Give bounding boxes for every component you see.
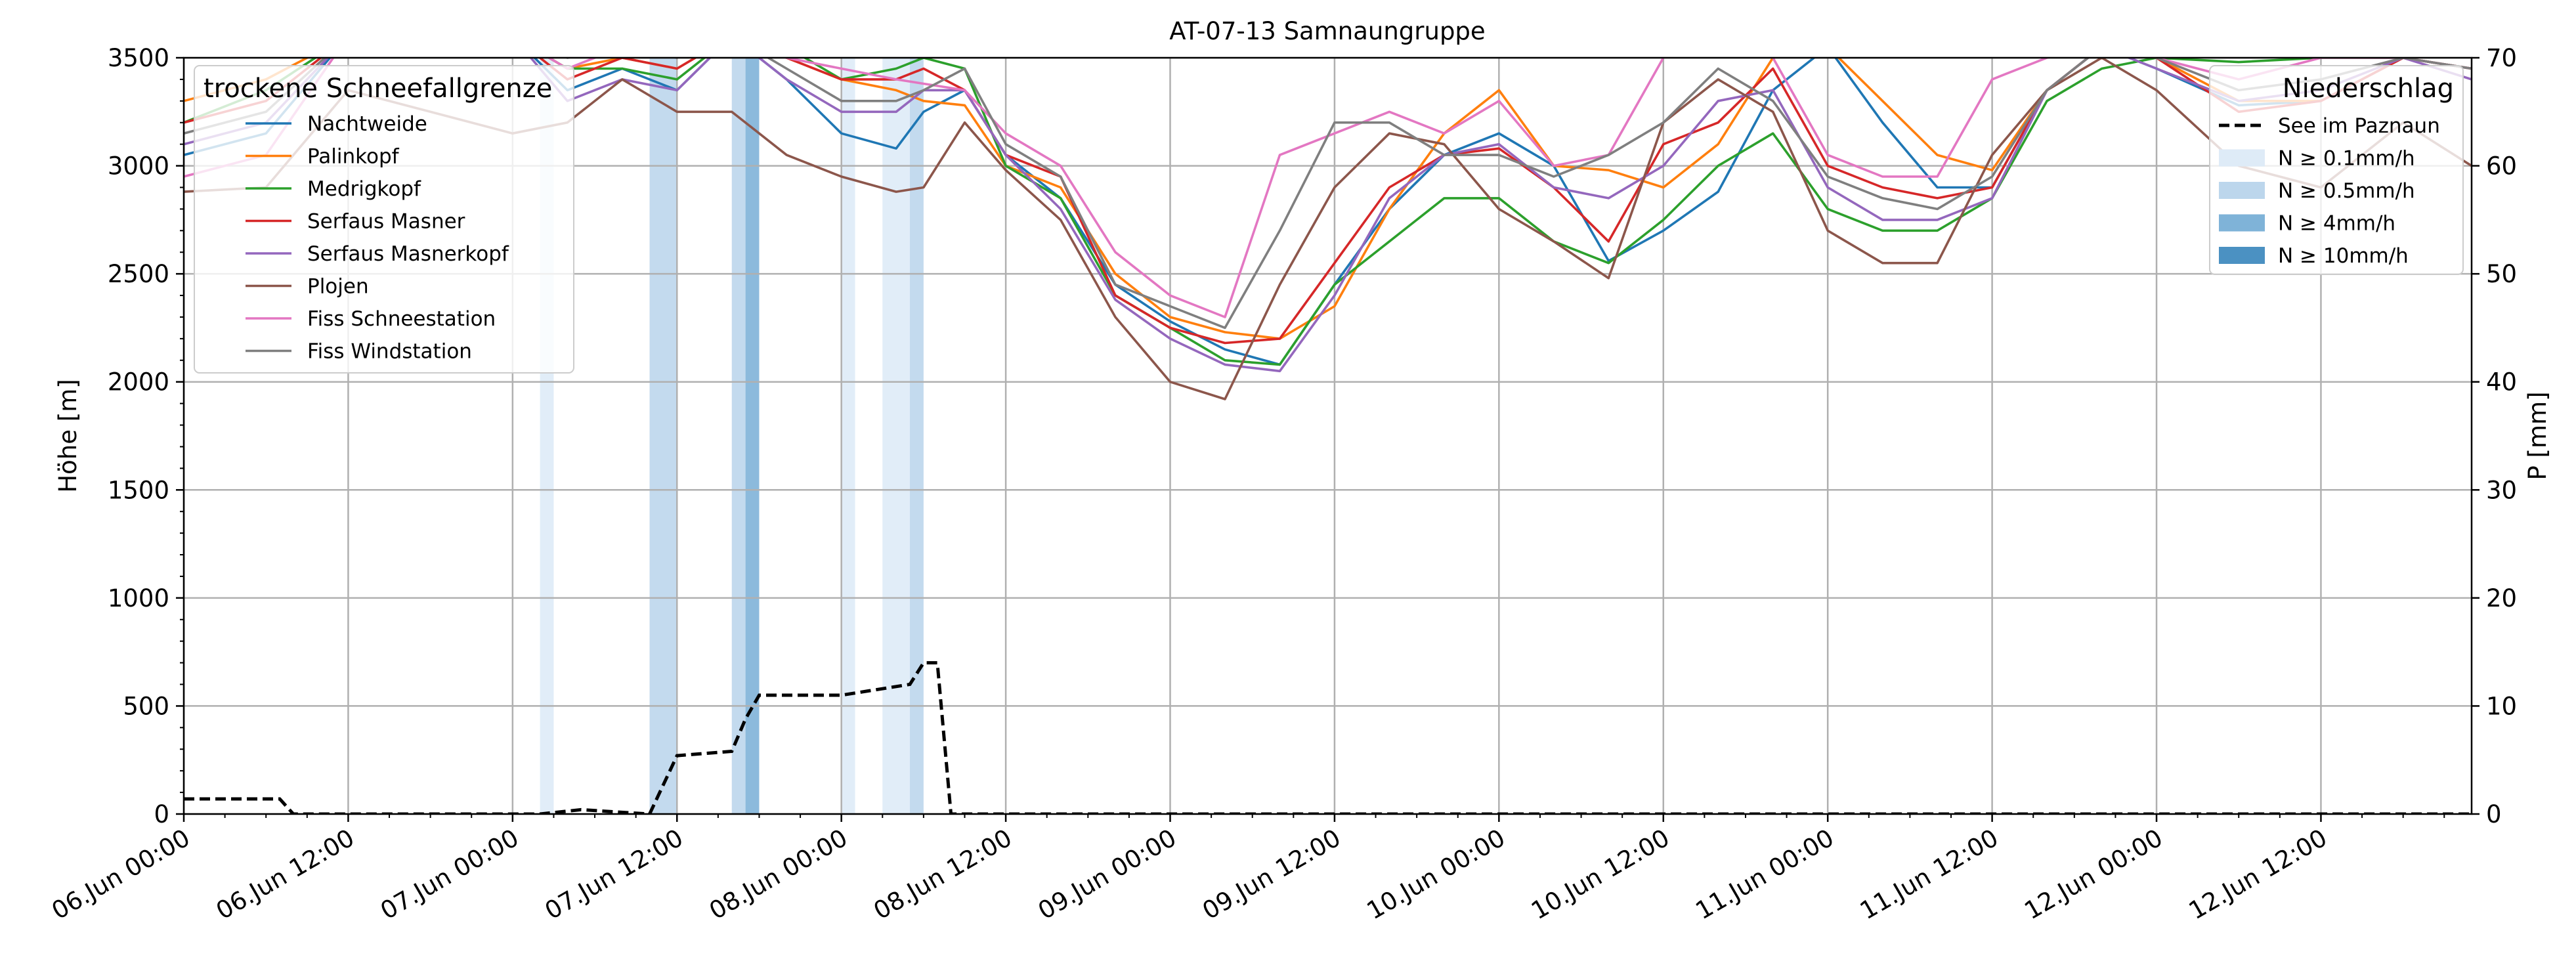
precipitation-band — [841, 58, 855, 814]
x-tick-label: 06.Jun 00:00 — [47, 824, 194, 926]
y-axis-right: 0 10 20 30 40 50 60 70 — [2472, 44, 2517, 828]
series-line-plojen — [184, 58, 2472, 400]
legend-label: Serfaus Masnerkopf — [307, 242, 509, 266]
y-tick-label: 1000 — [108, 584, 169, 612]
x-tick-label: 07.Jun 12:00 — [540, 824, 688, 926]
legend-box — [194, 65, 574, 374]
x-tick-label: 12.Jun 12:00 — [2184, 824, 2332, 926]
y-right-tick-label: 10 — [2486, 692, 2517, 720]
x-tick-label: 11.Jun 12:00 — [1855, 824, 2003, 926]
y-right-tick-label: 20 — [2486, 584, 2517, 612]
series-line-serfaus-masner — [184, 58, 2472, 345]
y-tick-label: 500 — [123, 692, 169, 720]
y-tick-label: 0 — [154, 800, 169, 828]
series-line-serfaus-masnerkopf — [184, 58, 2472, 373]
legend-precipitation: Niederschlag See im Paznaun N ≥ 0.1mm/h N ≥… — [2209, 65, 2464, 275]
precipitation-band — [649, 58, 677, 814]
snowline-series — [184, 58, 2472, 400]
legend-label: Fiss Windstation — [307, 340, 472, 364]
x-tick-label: 06.Jun 12:00 — [211, 824, 359, 926]
y-right-tick-label: 30 — [2486, 476, 2517, 504]
precipitation-bands — [540, 58, 924, 814]
series-line-medrigkopf — [184, 58, 2472, 366]
y-right-tick-label: 40 — [2486, 368, 2517, 397]
y-tick-label: 2500 — [108, 260, 169, 288]
legend-title: trockene Schneefallgrenze — [204, 74, 552, 104]
legend-swatch — [2219, 214, 2265, 232]
legend-swatch — [2219, 182, 2265, 199]
y-tick-label: 3500 — [108, 44, 169, 72]
x-axis: 06.Jun 00:00 06.Jun 12:00 07.Jun 00:00 07.J… — [47, 814, 2445, 926]
y-right-tick-label: 60 — [2486, 152, 2517, 181]
precipitation-band — [882, 58, 911, 814]
legend-snowline: trockene Schneefallgrenze Nachtweide Palin… — [194, 65, 574, 374]
legend-box — [2209, 65, 2464, 275]
y-right-tick-label: 70 — [2486, 44, 2517, 72]
precip-cumulative-line — [184, 661, 2472, 814]
y-tick-label: 1500 — [108, 476, 169, 504]
precipitation-band — [745, 58, 760, 814]
series-line-fiss-windstation — [184, 58, 2472, 330]
legend-label: N ≥ 10mm/h — [2278, 244, 2409, 268]
x-tick-label: 12.Jun 00:00 — [2019, 824, 2167, 926]
legend-label: Plojen — [307, 275, 369, 299]
y-right-tick-label: 0 — [2486, 800, 2502, 828]
legend-label: Medrigkopf — [307, 177, 421, 201]
legend-swatch — [2219, 247, 2265, 264]
x-tick-label: 08.Jun 00:00 — [704, 824, 852, 926]
precipitation-band — [910, 58, 924, 814]
legend-label: N ≥ 0.1mm/h — [2278, 147, 2415, 171]
x-tick-label: 09.Jun 12:00 — [1197, 824, 1345, 926]
y-axis-left: 0 500 1000 1500 2000 2500 3000 3500 — [108, 44, 184, 828]
legend-label: Serfaus Masner — [307, 210, 465, 234]
plot-frame — [182, 56, 2473, 815]
y-axis-label: Höhe [m] — [54, 379, 82, 492]
legend-swatch — [2219, 149, 2265, 167]
series-line-fiss-schneestation — [184, 58, 2472, 318]
y-axis-right-label: P [mm] — [2523, 391, 2552, 480]
legend-label: N ≥ 0.5mm/h — [2278, 179, 2415, 203]
legend-label: N ≥ 4mm/h — [2278, 212, 2395, 236]
x-tick-label: 07.Jun 00:00 — [376, 824, 523, 926]
legend-label: Fiss Schneestation — [307, 307, 496, 331]
x-tick-label: 08.Jun 12:00 — [869, 824, 1017, 926]
y-tick-label: 2000 — [108, 368, 169, 397]
x-tick-label: 11.Jun 00:00 — [1691, 824, 1839, 926]
y-tick-label: 3000 — [108, 152, 169, 181]
x-tick-label: 10.Jun 00:00 — [1362, 824, 1510, 926]
precipitation-band — [731, 58, 746, 814]
legend-title: Niederschlag — [2283, 74, 2454, 104]
chart-title: AT-07-13 Samnaungruppe — [1169, 17, 1485, 45]
x-tick-label: 10.Jun 12:00 — [1526, 824, 1674, 926]
legend-label: Palinkopf — [307, 145, 400, 169]
y-right-tick-label: 50 — [2486, 260, 2517, 288]
legend-label: Nachtweide — [307, 112, 427, 136]
x-tick-label: 09.Jun 00:00 — [1033, 824, 1181, 926]
precipitation-line — [184, 661, 2472, 814]
legend-label: See im Paznaun — [2278, 114, 2440, 138]
